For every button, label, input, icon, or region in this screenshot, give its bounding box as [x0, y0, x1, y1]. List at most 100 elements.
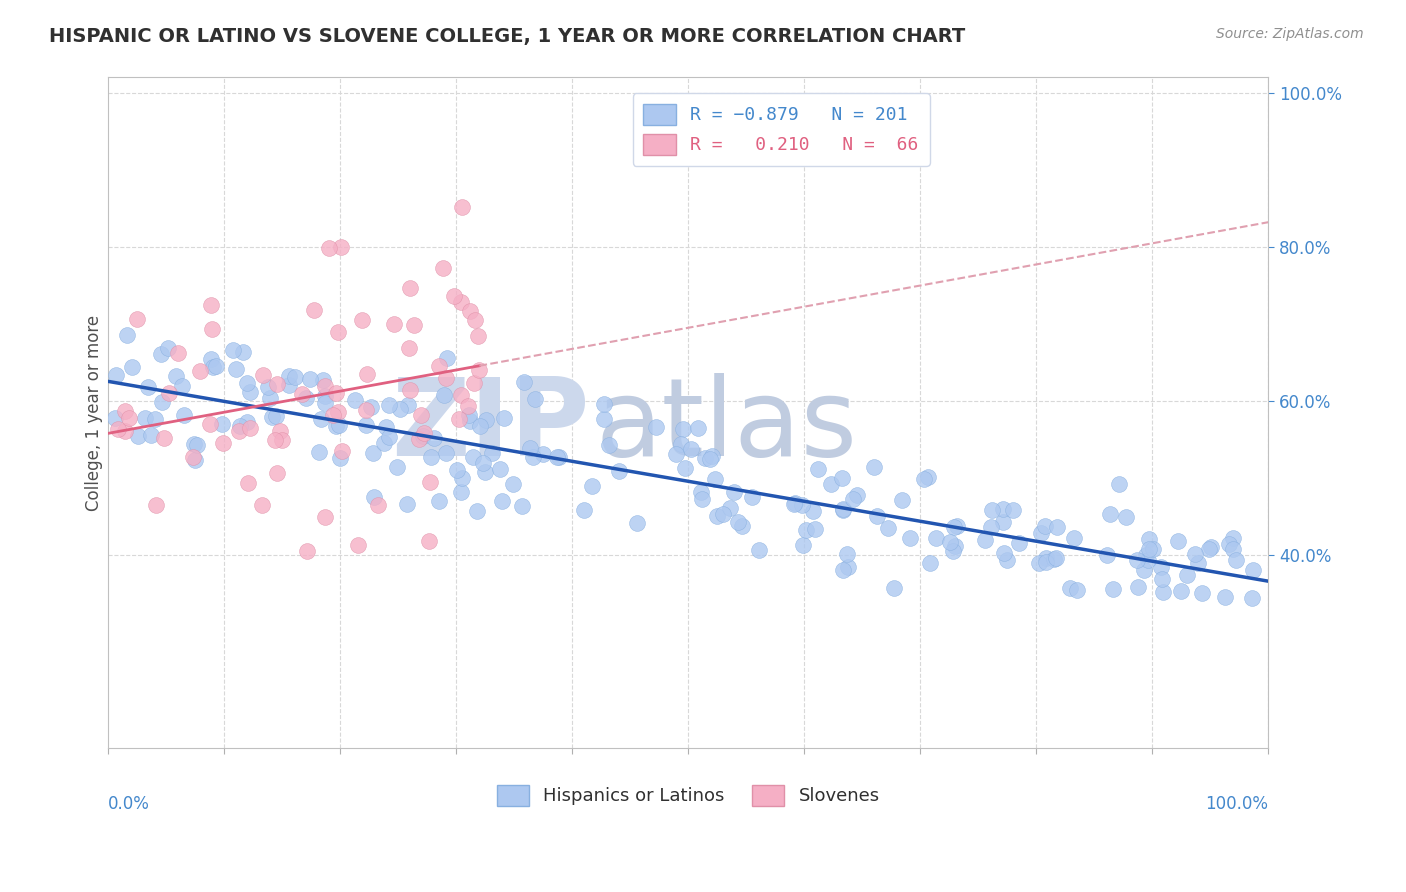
Point	[593, 412, 616, 426]
Point	[314, 388, 336, 402]
Point	[924, 531, 946, 545]
Point	[378, 398, 401, 412]
Point	[548, 450, 571, 464]
Point	[1126, 553, 1149, 567]
Point	[672, 422, 695, 436]
Point	[741, 490, 763, 504]
Point	[510, 500, 533, 514]
Point	[408, 432, 430, 446]
Point	[325, 419, 347, 434]
Point	[513, 375, 536, 389]
Point	[1142, 541, 1164, 556]
Point	[804, 522, 827, 536]
Point	[1035, 555, 1057, 569]
Point	[127, 429, 149, 443]
Point	[748, 543, 770, 558]
Point	[170, 379, 193, 393]
Point	[474, 413, 496, 427]
Point	[1001, 502, 1024, 516]
Point	[412, 425, 434, 440]
Point	[474, 465, 496, 479]
Point	[1213, 590, 1236, 604]
Point	[1095, 548, 1118, 562]
Point	[322, 409, 344, 423]
Point	[1108, 476, 1130, 491]
Point	[134, 410, 156, 425]
Point	[356, 367, 378, 381]
Point	[891, 492, 914, 507]
Point	[236, 376, 259, 391]
Point	[727, 515, 749, 529]
Point	[783, 497, 806, 511]
Point	[831, 502, 853, 516]
Point	[489, 462, 512, 476]
Point	[1046, 519, 1069, 533]
Point	[433, 388, 456, 402]
Point	[239, 384, 262, 399]
Point	[681, 442, 703, 457]
Point	[212, 436, 235, 450]
Point	[807, 462, 830, 476]
Point	[832, 503, 855, 517]
Point	[450, 484, 472, 499]
Y-axis label: College, 1 year or more: College, 1 year or more	[86, 315, 103, 511]
Point	[1043, 552, 1066, 566]
Point	[278, 378, 301, 392]
Point	[325, 386, 347, 401]
Point	[266, 467, 288, 481]
Point	[463, 376, 485, 390]
Point	[330, 443, 353, 458]
Point	[427, 494, 450, 508]
Point	[711, 507, 734, 521]
Point	[420, 450, 443, 464]
Point	[689, 484, 711, 499]
Point	[354, 417, 377, 432]
Point	[434, 371, 457, 385]
Point	[470, 419, 492, 434]
Point	[1222, 542, 1244, 557]
Point	[145, 499, 167, 513]
Point	[423, 431, 446, 445]
Point	[352, 312, 374, 326]
Point	[225, 361, 247, 376]
Point	[153, 431, 176, 445]
Point	[991, 502, 1014, 516]
Point	[831, 471, 853, 485]
Point	[222, 343, 245, 357]
Point	[457, 399, 479, 413]
Point	[718, 500, 741, 515]
Point	[665, 447, 688, 461]
Point	[1222, 531, 1244, 545]
Point	[436, 351, 458, 365]
Point	[139, 427, 162, 442]
Point	[973, 533, 995, 547]
Point	[626, 516, 648, 530]
Text: ZIP: ZIP	[391, 373, 589, 479]
Point	[1175, 567, 1198, 582]
Point	[269, 425, 291, 439]
Point	[917, 469, 939, 483]
Text: HISPANIC OR LATINO VS SLOVENE COLLEGE, 1 YEAR OR MORE CORRELATION CHART: HISPANIC OR LATINO VS SLOVENE COLLEGE, 1…	[49, 27, 966, 45]
Point	[121, 360, 143, 375]
Point	[1066, 583, 1088, 598]
Point	[1191, 586, 1213, 600]
Point	[157, 386, 180, 401]
Point	[205, 359, 228, 373]
Point	[399, 383, 422, 397]
Point	[167, 346, 190, 360]
Point	[314, 396, 336, 410]
Point	[328, 417, 350, 432]
Point	[458, 409, 481, 423]
Point	[330, 240, 353, 254]
Point	[409, 408, 432, 422]
Point	[114, 403, 136, 417]
Text: 0.0%: 0.0%	[108, 795, 150, 813]
Point	[1150, 573, 1173, 587]
Point	[104, 411, 127, 425]
Point	[150, 394, 173, 409]
Point	[329, 451, 352, 466]
Point	[314, 379, 336, 393]
Point	[832, 563, 855, 577]
Point	[502, 476, 524, 491]
Point	[114, 425, 136, 439]
